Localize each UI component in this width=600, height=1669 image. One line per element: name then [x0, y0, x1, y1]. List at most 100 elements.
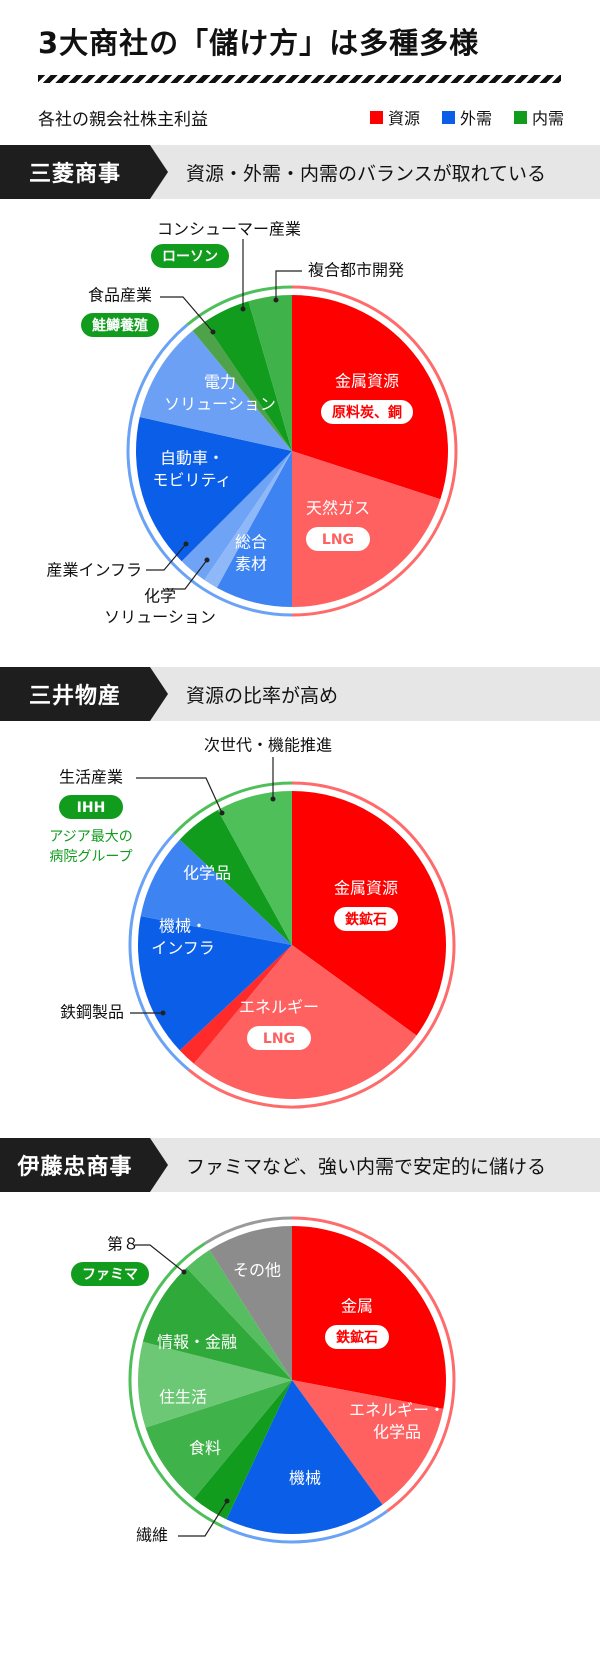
slice-label: 化学	[144, 587, 176, 606]
slice-label: 第８	[107, 1235, 139, 1254]
leader-dot	[240, 306, 246, 312]
pie-slice	[193, 945, 417, 1099]
slice-label: 複合都市開発	[308, 261, 404, 280]
legend-item-external: 外需	[441, 105, 492, 129]
tag-label: LNG	[263, 1031, 295, 1047]
group-ring	[128, 833, 190, 1071]
slice-note: アジア最大の	[49, 829, 132, 845]
slice-note: 病院グループ	[49, 849, 132, 865]
tag-label: LNG	[322, 532, 354, 548]
legend-label: 資源	[387, 109, 420, 128]
pie-slice	[139, 330, 292, 451]
pie-slice	[292, 1380, 444, 1505]
slice-label: 繊維	[136, 1526, 168, 1545]
group-ring	[291, 1216, 456, 1513]
tag-pill	[325, 1325, 389, 1349]
tag-label: ファミマ	[82, 1267, 138, 1283]
slice-label: インフラ	[151, 939, 215, 958]
slice-label: コンシューマー産業	[157, 220, 301, 239]
section-header-itochu: 伊藤忠商事 ファミマなど、強い内需で安定的に儲ける	[0, 1138, 600, 1192]
leader-dot	[219, 810, 225, 816]
slice-label: 総合	[235, 533, 267, 552]
slice-label: 金属資源	[335, 372, 399, 391]
section-description: ファミマなど、強い内需で安定的に儲ける	[186, 1155, 547, 1178]
pie-slice	[292, 451, 441, 607]
section-description: 資源の比率が高め	[186, 684, 339, 707]
leader-line	[160, 296, 214, 333]
group-ring	[291, 285, 458, 617]
leader-dot	[160, 1010, 166, 1016]
leader-line	[178, 1500, 228, 1537]
legend-item-resource: 資源	[369, 105, 420, 129]
group-ring	[128, 1241, 224, 1528]
pie-slice	[145, 1380, 292, 1499]
legend-label: 外需	[459, 109, 492, 128]
legend-swatch	[369, 110, 383, 124]
slice-label: 鉄鋼製品	[60, 1003, 124, 1022]
pie-slice	[226, 1380, 383, 1534]
tag-pill	[321, 400, 413, 424]
pie-slice	[204, 301, 292, 451]
legend-item-domestic: 内需	[513, 105, 564, 129]
slice-label: 情報・金融	[157, 1333, 237, 1352]
pie-slice	[142, 1267, 292, 1380]
pie-slice	[248, 295, 292, 451]
group-ring	[172, 781, 293, 836]
pie-slice	[192, 321, 292, 451]
page-subtitle: 各社の親会社株主利益	[38, 110, 208, 130]
group-ring	[222, 1509, 389, 1544]
slice-label: 自動車・	[160, 449, 224, 468]
section-description: 資源・外需・内需のバランスが取れている	[186, 162, 547, 185]
slice-label: 天然ガス	[306, 499, 370, 518]
tag-pill	[59, 795, 123, 819]
slice-label: 食品産業	[88, 286, 152, 305]
slice-label: 次世代・機能推進	[204, 736, 332, 755]
slice-label: 食料	[189, 1439, 221, 1458]
pie-slice	[292, 1226, 447, 1409]
legend-swatch	[441, 110, 455, 124]
group-ring	[186, 285, 293, 326]
company-name: 三井物産	[0, 667, 150, 721]
group-ring	[187, 781, 456, 1109]
pie-slice	[217, 791, 292, 945]
slice-label: 化学品	[183, 864, 231, 883]
slice-label: 産業インフラ	[46, 561, 142, 580]
pie-slice	[136, 416, 292, 562]
leader-dot	[224, 1498, 230, 1504]
pie-slice	[181, 451, 292, 581]
leader-line	[165, 559, 208, 590]
pie-slice	[138, 1341, 292, 1428]
title-divider	[38, 75, 561, 83]
tag-pill	[81, 313, 159, 337]
slice-label: その他	[233, 1261, 281, 1280]
pie-slice	[138, 916, 292, 1051]
slice-label: 素材	[235, 555, 267, 574]
leader-dot	[273, 297, 279, 303]
pie-slice	[292, 295, 448, 500]
page-title: 3大商社の「儲け方」は多種多様	[38, 26, 480, 60]
slice-label: 生活産業	[59, 768, 123, 787]
group-ring	[126, 323, 293, 617]
slice-label: 金属	[341, 1297, 373, 1316]
company-name: 三菱商事	[0, 145, 150, 199]
leader-line	[146, 543, 187, 571]
slice-label: エネルギー・	[349, 1401, 445, 1420]
tag-pill	[334, 907, 398, 931]
company-name: 伊藤忠商事	[0, 1138, 150, 1192]
tag-label: 鮭鱒養殖	[91, 317, 148, 334]
slice-label: 機械	[289, 1469, 321, 1488]
slice-label: 化学品	[373, 1423, 421, 1442]
legend-swatch	[513, 110, 527, 124]
slice-label: エネルギー	[239, 998, 319, 1017]
leader-dot	[210, 329, 216, 335]
tag-label: ローソン	[162, 249, 218, 265]
pie-slice	[186, 1249, 292, 1380]
pie-slice	[193, 1380, 292, 1520]
leader-line	[136, 777, 223, 814]
slice-label: モビリティ	[152, 471, 231, 490]
pie-slice	[209, 1226, 292, 1380]
tag-pill	[151, 244, 229, 268]
